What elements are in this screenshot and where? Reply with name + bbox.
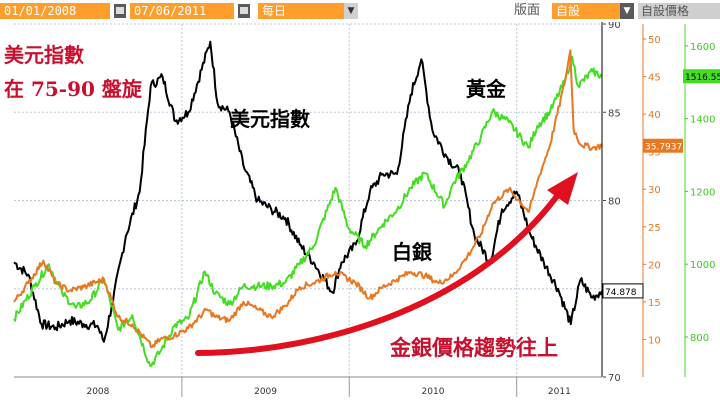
- calendar-icon[interactable]: [237, 3, 251, 19]
- silver-tick-label: 30: [648, 185, 661, 196]
- silver-tick-label: 40: [648, 110, 661, 121]
- chevron-down-icon[interactable]: ▼: [344, 3, 358, 19]
- trend-arrow-line: [195, 189, 563, 356]
- silver-tick-label: 25: [648, 223, 661, 234]
- gold-tick-label: 800: [690, 333, 709, 344]
- layout-label: 版面: [514, 3, 541, 18]
- usd_index-tick-label: 90: [608, 22, 621, 31]
- axes-layer: 2008200920102011707580859010152025303540…: [86, 22, 720, 397]
- silver-series-label: 白銀: [392, 240, 432, 264]
- toolbar: 01/01/2008 07/06/2011 每日 ▼ 版面 自設 ▼ 自設價格: [0, 0, 720, 22]
- silver-tick-label: 45: [648, 73, 661, 84]
- usd_index-tick-label: 80: [608, 197, 621, 208]
- silver-last-value-badge: [643, 138, 683, 153]
- gold-series-label: 黃金: [466, 77, 507, 101]
- usd_index-tick-label: 85: [608, 108, 621, 119]
- gold-tick-label: 1000: [690, 260, 715, 271]
- series-layer: [13, 40, 603, 368]
- silver-tick-label: 10: [648, 335, 661, 346]
- x-tick-label: 2009: [254, 387, 277, 397]
- series-line-gold: [13, 55, 603, 368]
- usd_index-last-value-badge: [602, 283, 644, 299]
- series-line-silver: [13, 49, 603, 349]
- series-line-usd_index: [13, 40, 603, 343]
- start-date-field[interactable]: 01/01/2008: [0, 3, 110, 19]
- gold-tick-label: 1600: [690, 42, 715, 53]
- silver-tick-label: 50: [648, 35, 661, 46]
- x-tick-label: 2010: [422, 387, 445, 397]
- silver-tick-label: 15: [648, 298, 661, 309]
- silver-tick-label: 20: [648, 260, 661, 271]
- price-chart: 2008200920102011707580859010152025303540…: [4, 22, 720, 397]
- end-date-field[interactable]: 07/06/2011: [130, 3, 234, 19]
- layout-select[interactable]: 自設: [552, 3, 620, 19]
- x-tick-label: 2008: [86, 387, 109, 397]
- gold-tick-label: 1400: [690, 115, 715, 126]
- usd-series-label: 美元指數: [230, 107, 310, 131]
- trend-label: 金銀價格趨勢往上: [389, 335, 558, 360]
- left-title-line2: 在 75-90 盤旋: [4, 77, 143, 101]
- gold-tick-label: 1200: [690, 187, 715, 198]
- period-select[interactable]: 每日: [258, 3, 344, 19]
- chevron-down-icon[interactable]: ▼: [620, 3, 634, 19]
- trend-arrow-head: [547, 172, 578, 205]
- gold-last-value-badge: [683, 69, 720, 84]
- left-title-line1: 美元指數: [4, 43, 84, 67]
- usd_index-last-value: 74.878: [605, 288, 637, 298]
- gold-last-value: 1516.55: [685, 73, 720, 83]
- silver-tick-label: 35: [648, 148, 661, 159]
- custom-price-button[interactable]: 自設價格: [638, 3, 720, 19]
- silver-last-value: 35.7937: [645, 143, 682, 153]
- usd_index-tick-label: 70: [608, 373, 621, 384]
- plot-area: [14, 22, 602, 377]
- calendar-icon[interactable]: [113, 3, 127, 19]
- x-tick-label: 2011: [548, 387, 571, 397]
